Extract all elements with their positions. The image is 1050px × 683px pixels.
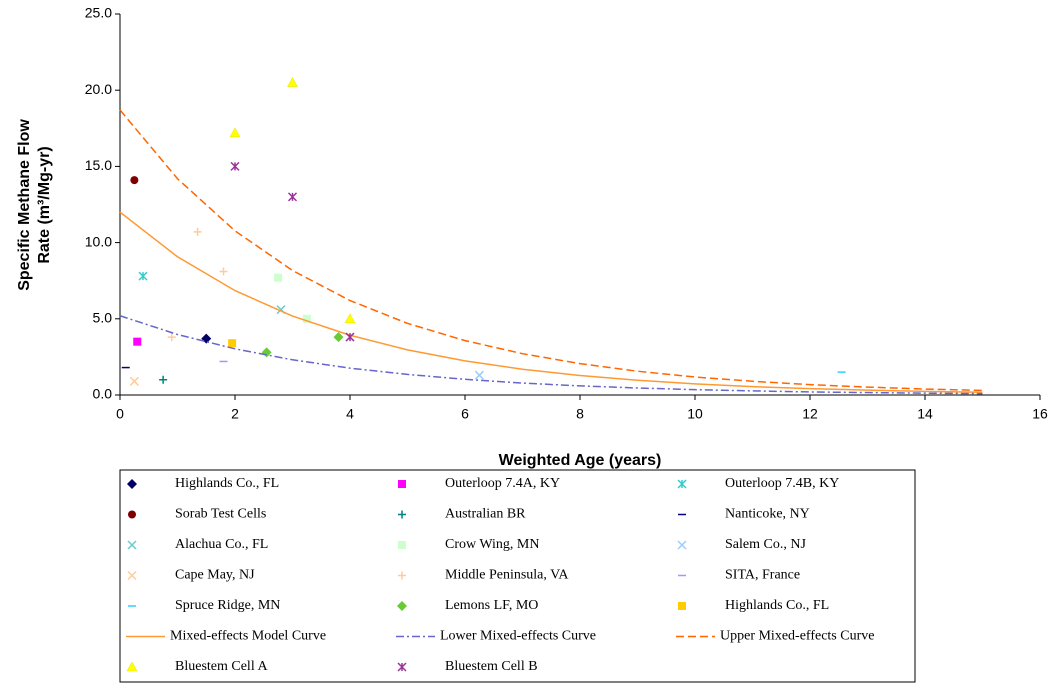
x-tick-label: 0: [116, 406, 124, 422]
x-tick-label: 12: [802, 406, 818, 422]
legend-swatch: [678, 602, 686, 610]
point: [274, 273, 283, 282]
legend-label: Middle Peninsula, VA: [445, 568, 569, 583]
x-tick-label: 16: [1032, 406, 1048, 422]
legend-label: Australian BR: [445, 507, 526, 522]
point: [159, 375, 168, 384]
legend-swatch: [127, 540, 137, 550]
legend-label: Cape May, NJ: [175, 568, 255, 583]
y-tick-label: 10.0: [85, 233, 112, 249]
legend-label: Outerloop 7.4B, KY: [725, 476, 839, 491]
x-tick-label: 14: [917, 406, 933, 422]
legend-label: Alachua Co., FL: [175, 537, 268, 552]
legend-label: Crow Wing, MN: [445, 537, 539, 552]
legend-label: Salem Co., NJ: [725, 537, 806, 552]
legend-label: Upper Mixed-effects Curve: [720, 629, 874, 644]
point: [228, 339, 237, 348]
point: [474, 370, 484, 380]
legend-label: Sorab Test Cells: [175, 507, 266, 522]
legend-label: SITA, France: [725, 568, 800, 583]
legend-swatch: [397, 601, 407, 611]
curve: [119, 211, 983, 394]
point: [219, 267, 228, 276]
x-tick-label: 10: [687, 406, 703, 422]
legend-swatch: [127, 570, 137, 581]
y-axis-label: Specific Methane Flow: [16, 119, 33, 291]
curve: [119, 109, 983, 392]
curve: [119, 315, 983, 395]
legend-label: Spruce Ridge, MN: [175, 598, 280, 613]
legend-label: Highlands Co., FL: [725, 598, 829, 613]
point: [344, 313, 356, 324]
legend-swatch: [127, 479, 137, 489]
y-tick-label: 0.0: [93, 386, 113, 402]
legend-label: Mixed-effects Model Curve: [170, 629, 326, 644]
point: [230, 161, 240, 171]
legend-label: Lower Mixed-effects Curve: [440, 629, 596, 644]
point: [333, 332, 344, 343]
point: [229, 127, 241, 138]
legend-box: [119, 469, 916, 683]
point: [193, 227, 202, 236]
legend-label: Bluestem Cell B: [445, 659, 538, 674]
point: [130, 176, 139, 185]
legend-label: Bluestem Cell A: [175, 659, 268, 674]
legend-label: Highlands Co., FL: [175, 476, 279, 491]
y-tick-label: 5.0: [93, 310, 113, 326]
legend-label: Outerloop 7.4A, KY: [445, 476, 560, 491]
x-tick-label: 4: [346, 406, 354, 422]
x-tick-label: 2: [231, 406, 239, 422]
point: [133, 337, 142, 346]
legend-swatch: [677, 479, 687, 489]
legend-swatch: [397, 662, 407, 672]
point: [287, 192, 298, 202]
point: [138, 271, 148, 281]
legend-swatch: [398, 480, 406, 488]
y-axis-label: Rate (m³/Mg-yr): [36, 146, 53, 263]
x-tick-label: 6: [461, 406, 469, 422]
point: [287, 77, 298, 87]
legend-label: Nanticoke, NY: [725, 507, 810, 522]
legend-swatch: [398, 571, 406, 580]
legend-swatch: [128, 510, 136, 519]
legend-swatch: [398, 541, 406, 549]
legend-label: Lemons LF, MO: [445, 598, 538, 613]
legend-swatch: [126, 661, 138, 672]
y-tick-label: 15.0: [85, 157, 112, 173]
y-tick-label: 25.0: [85, 5, 112, 21]
point: [302, 314, 311, 323]
point: [167, 333, 176, 342]
point: [201, 333, 212, 344]
point: [345, 332, 355, 342]
x-axis-label: Weighted Age (years): [499, 452, 662, 469]
x-tick-label: 8: [576, 406, 584, 422]
point: [129, 376, 139, 386]
legend-swatch: [398, 510, 406, 519]
legend-swatch: [677, 540, 687, 550]
y-tick-label: 20.0: [85, 81, 112, 97]
